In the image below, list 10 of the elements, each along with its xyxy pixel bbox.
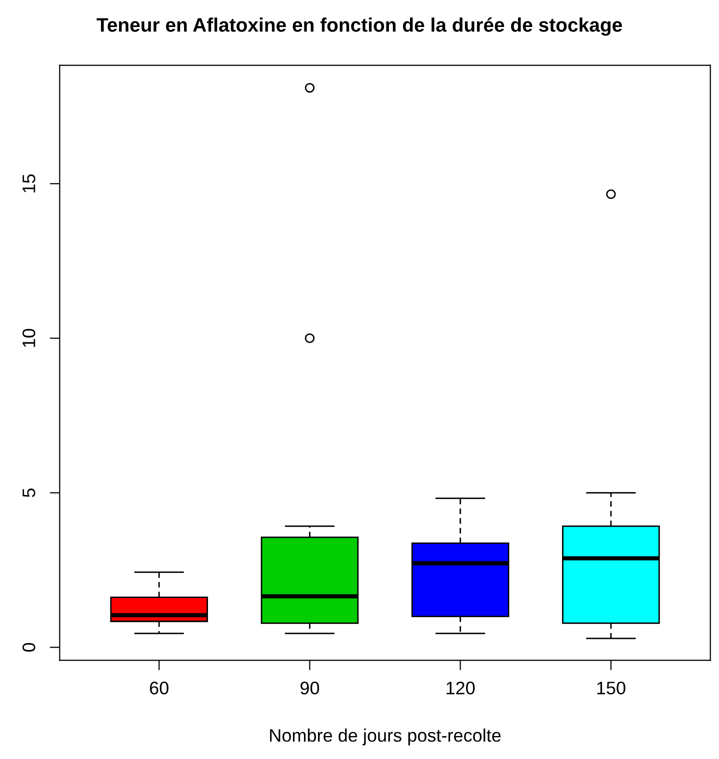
x-axis-title: Nombre de jours post-recolte [270,728,501,746]
y-tick-label: 10 [22,328,36,347]
x-tick-label: 90 [300,682,320,694]
y-tick-label: 15 [22,174,36,192]
x-tick-label: 60 [150,682,168,694]
chart-title: Teneur en Aflatoxine en fonction de la durée de stockage [96,17,622,36]
y-tick-label: 0 [22,643,36,652]
y-tick-label: 5 [22,488,36,498]
x-tick-label: 150 [597,682,626,694]
x-tick-label: 120 [446,682,475,694]
